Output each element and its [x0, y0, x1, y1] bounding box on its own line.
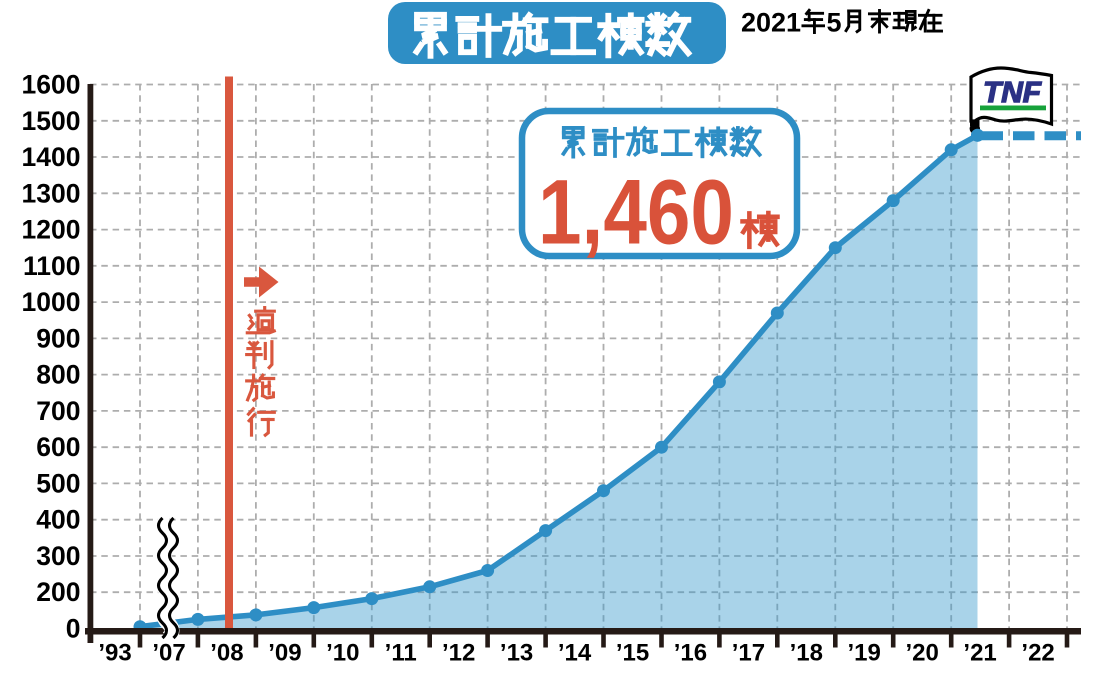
svg-text:1100: 1100 [23, 251, 81, 281]
svg-text:’15: ’15 [616, 640, 649, 667]
svg-text:’07: ’07 [152, 640, 185, 667]
svg-text:900: 900 [36, 323, 80, 353]
svg-text:’18: ’18 [790, 640, 823, 667]
svg-text:2021: 2021 [741, 8, 801, 38]
svg-text:500: 500 [36, 468, 80, 498]
svg-text:’20: ’20 [906, 640, 939, 667]
svg-text:800: 800 [36, 360, 80, 390]
svg-text:1500: 1500 [22, 106, 81, 136]
svg-text:0: 0 [66, 614, 81, 644]
svg-text:1300: 1300 [22, 178, 81, 208]
svg-text:700: 700 [36, 396, 80, 426]
svg-text:’08: ’08 [210, 640, 243, 667]
svg-text:1000: 1000 [22, 287, 81, 317]
svg-text:’14: ’14 [558, 640, 592, 667]
svg-text:300: 300 [36, 541, 80, 571]
svg-text:’11: ’11 [385, 640, 417, 667]
svg-text:5: 5 [827, 8, 842, 38]
svg-text:1,460: 1,460 [538, 162, 734, 264]
svg-text:1400: 1400 [22, 142, 81, 172]
svg-text:600: 600 [36, 432, 80, 462]
svg-text:1200: 1200 [22, 215, 81, 245]
svg-text:TNF: TNF [983, 77, 1042, 109]
svg-text:’16: ’16 [674, 640, 707, 667]
svg-text:400: 400 [36, 505, 80, 535]
svg-text:’09: ’09 [268, 640, 301, 667]
svg-text:’17: ’17 [732, 640, 765, 667]
svg-text:’21: ’21 [963, 640, 996, 667]
svg-text:’93: ’93 [98, 640, 131, 667]
svg-text:’13: ’13 [500, 640, 533, 667]
svg-text:’12: ’12 [442, 640, 475, 667]
svg-text:’22: ’22 [1021, 640, 1054, 667]
svg-text:1600: 1600 [22, 70, 81, 100]
svg-text:’10: ’10 [326, 640, 359, 667]
svg-text:’19: ’19 [848, 640, 881, 667]
svg-text:200: 200 [36, 577, 80, 607]
